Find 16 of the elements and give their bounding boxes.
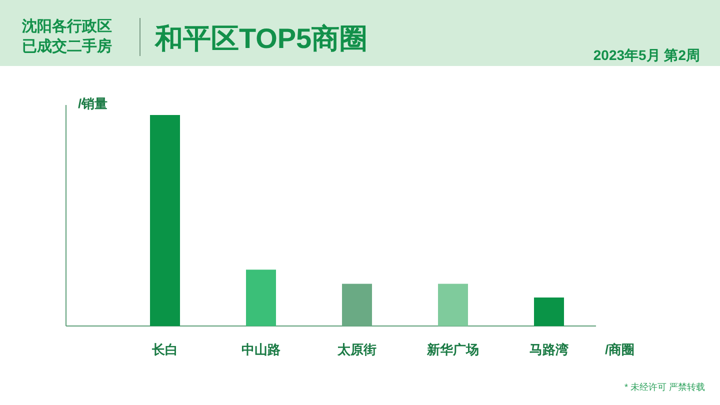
x-tick-label: 新华广场 xyxy=(426,342,479,357)
x-tick-label: 太原街 xyxy=(336,342,376,357)
x-tick-label: 长白 xyxy=(151,342,178,357)
x-tick-label: 中山路 xyxy=(242,342,280,357)
text: * 未经许可 严禁转载 xyxy=(624,382,705,392)
bar xyxy=(150,115,180,326)
bar xyxy=(246,270,276,326)
bar xyxy=(438,284,468,326)
y-axis-title: /销量 xyxy=(78,96,108,111)
x-tick-label: 马路湾 xyxy=(530,342,568,357)
bar xyxy=(534,298,564,326)
x-axis-title: /商圈 xyxy=(605,342,635,357)
bar xyxy=(342,284,372,326)
chart-title: 和平区TOP5商圈 xyxy=(154,23,368,54)
chart-subtitle: 沈阳各行政区已成交二手房 xyxy=(21,18,112,55)
text: 2023年5月 第2周 xyxy=(593,47,700,63)
